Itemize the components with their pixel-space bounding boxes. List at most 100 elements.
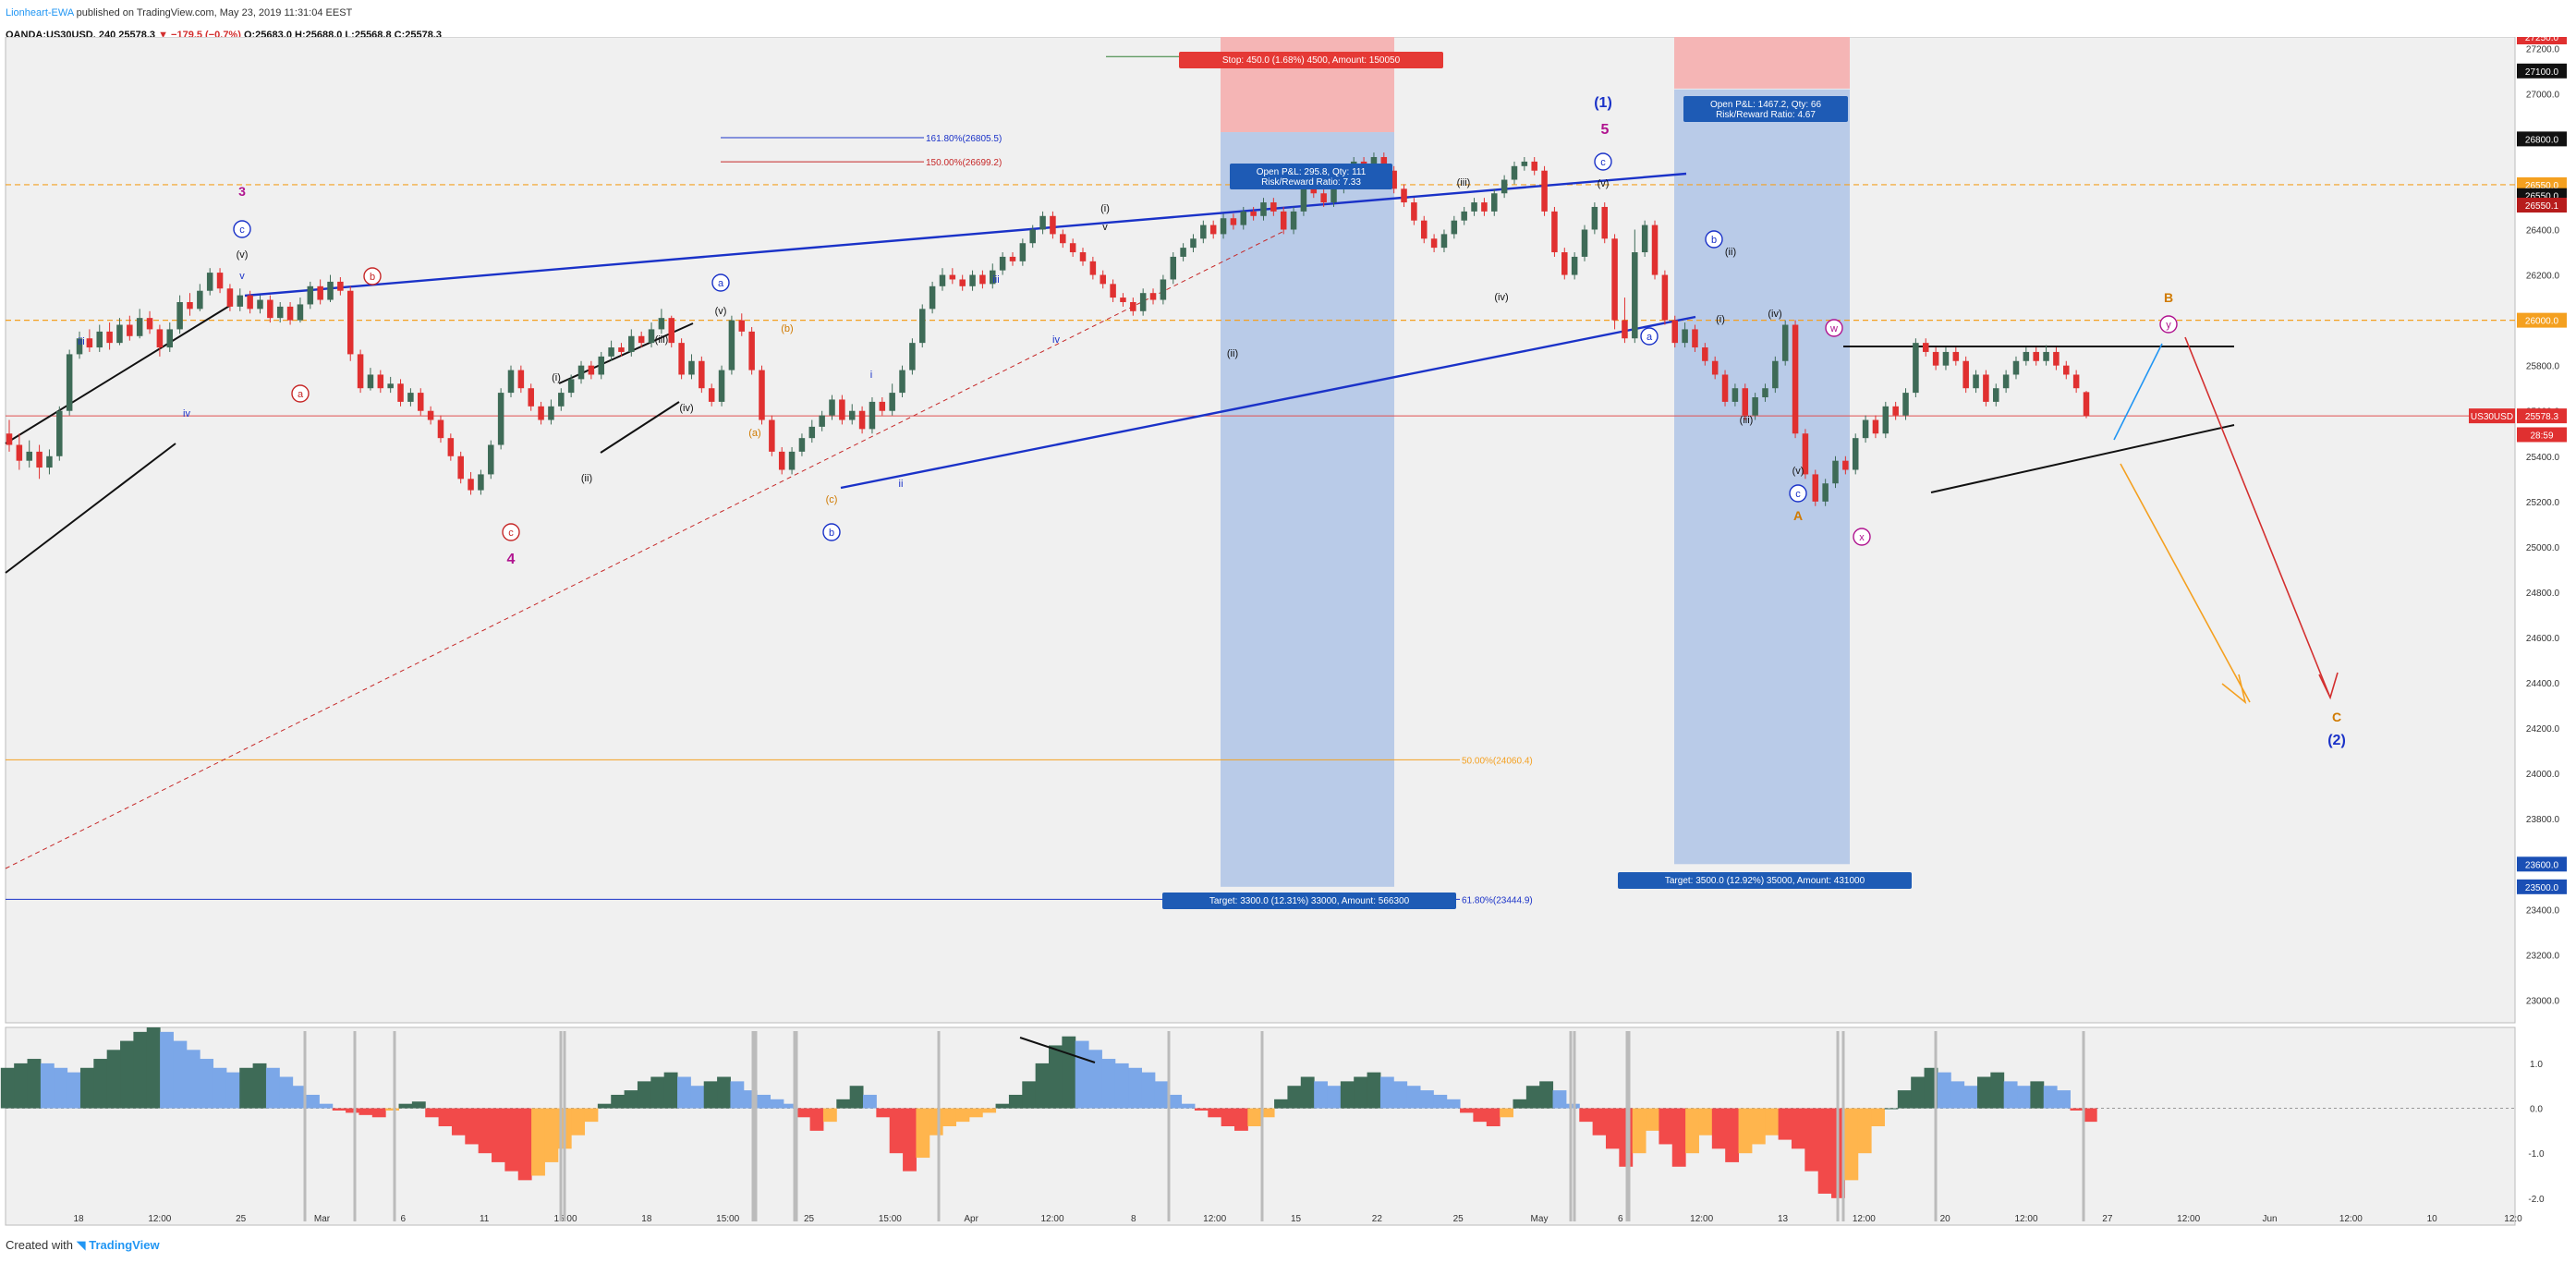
candle-body	[286, 306, 294, 321]
osc-bar	[1274, 1099, 1288, 1109]
osc-bar	[650, 1076, 665, 1109]
wave-label-text: a	[1646, 332, 1653, 343]
candle-body	[1430, 238, 1438, 249]
price-mark-bg	[2517, 312, 2567, 328]
osc-tick-label: 0.0	[2530, 1105, 2543, 1115]
wave-label-ring	[1594, 152, 1612, 171]
wave-label: (iii)	[1740, 415, 1754, 426]
stop-zone-2	[1674, 37, 1850, 89]
x-tick-label: Mar	[314, 1214, 331, 1224]
candle-body	[346, 290, 354, 355]
price-mark-text: 28:59	[2530, 431, 2553, 441]
osc-bar	[1552, 1090, 1567, 1109]
candle-body	[176, 301, 183, 330]
y-tick-label: 24400.0	[2526, 679, 2560, 689]
wave-label: (1)	[1594, 95, 1612, 111]
chart-canvas[interactable]: 23000.0 23200.0 23400.0 23600.0 23800.0 24000…	[0, 37, 2576, 1229]
osc-bar	[982, 1108, 997, 1113]
osc-bar	[1976, 1076, 1991, 1109]
wave-label: (i)	[552, 372, 561, 383]
y-tick-label: 27200.0	[2526, 44, 2560, 55]
fib-level-label: 61.80%(23444.9)	[1462, 895, 1533, 905]
osc-bar	[1817, 1108, 1832, 1194]
osc-bar	[200, 1059, 214, 1109]
candle-body	[1671, 320, 1679, 344]
candle-body	[1812, 474, 1819, 502]
candle-body	[2033, 351, 2039, 361]
osc-bar	[1022, 1081, 1037, 1109]
candle-body	[658, 318, 665, 330]
candle-body	[1922, 343, 1929, 352]
price-mark-bg	[2517, 856, 2567, 872]
candle-body	[608, 347, 614, 357]
candle-body	[36, 451, 43, 468]
candle-body	[1149, 293, 1157, 300]
candle-body	[1079, 252, 1087, 261]
candle-body	[1050, 215, 1056, 235]
osc-bar	[1990, 1072, 2005, 1109]
y-tick-label: 25000.0	[2526, 543, 2560, 553]
osc-bar	[1406, 1086, 1421, 1109]
price-mark-bg	[2517, 63, 2567, 79]
price-mark-text: 25578.3	[2525, 412, 2559, 422]
wave-label: (i)	[1716, 314, 1725, 325]
candle-body	[1451, 220, 1458, 235]
osc-bar	[1354, 1076, 1368, 1109]
candle-body	[216, 273, 224, 289]
candle-body	[1481, 202, 1488, 212]
candle-body	[1290, 211, 1297, 230]
wave-label: x	[1853, 528, 1871, 546]
y-tick-label: 27000.0	[2526, 90, 2560, 100]
candle-body	[1320, 193, 1327, 203]
trend-line	[2113, 343, 2163, 441]
candle-body	[1461, 211, 1467, 221]
candle-body	[778, 451, 785, 470]
osc-bar	[531, 1108, 545, 1176]
candle-body	[538, 406, 544, 420]
candle-body	[1942, 351, 1950, 366]
x-tick-label: Jun	[2262, 1214, 2277, 1224]
wave-label-text: w	[1829, 323, 1838, 334]
publish-line: Lionheart-EWA published on TradingView.c…	[6, 2, 442, 24]
candle-body	[206, 273, 213, 291]
wave-label: y	[2159, 315, 2178, 334]
osc-bar	[1340, 1081, 1355, 1109]
trend-line	[244, 172, 1687, 298]
down-arrow-icon: ▼	[158, 30, 168, 41]
brand-text[interactable]: TradingView	[89, 1238, 160, 1252]
wave-label: (iii)	[655, 334, 669, 346]
wave-label-text: b	[829, 528, 834, 539]
osc-bar	[173, 1040, 188, 1109]
candle-body	[869, 401, 876, 430]
x-tick-label: 12:00	[148, 1214, 171, 1224]
price-mark-text: 26550.0	[2525, 192, 2559, 202]
price-axis-mark: 26800.0	[2517, 131, 2567, 147]
osc-bar	[279, 1076, 294, 1109]
candle-body	[1632, 252, 1638, 339]
candle-body	[488, 444, 494, 475]
wave-label-text: c	[508, 528, 514, 539]
symbol-tag-bg	[2469, 408, 2515, 424]
candle-body	[1682, 329, 1688, 344]
candle-body	[567, 379, 575, 394]
x-tick-label: 10	[2427, 1214, 2438, 1224]
wave-label: (ii)	[581, 473, 592, 484]
osc-bar	[1300, 1076, 1315, 1109]
osc-bar	[478, 1108, 492, 1154]
osc-bar	[1128, 1067, 1142, 1109]
author-link[interactable]: Lionheart-EWA	[6, 7, 74, 18]
candle-body	[1932, 351, 1939, 366]
osc-bar	[358, 1108, 373, 1115]
wave-label-ring	[502, 523, 520, 541]
candle-body	[427, 410, 434, 420]
wave-label-ring	[1789, 484, 1807, 503]
x-tick-label: 12:00	[1690, 1214, 1713, 1224]
candle-body	[1792, 324, 1799, 434]
candle-body	[307, 285, 314, 305]
wave-label-ring	[711, 273, 730, 292]
x-tick-label: 25	[804, 1214, 815, 1224]
candle-body	[718, 370, 725, 402]
candle-body	[628, 335, 635, 352]
osc-bar	[451, 1108, 466, 1135]
y-tick-label: 24600.0	[2526, 634, 2560, 644]
